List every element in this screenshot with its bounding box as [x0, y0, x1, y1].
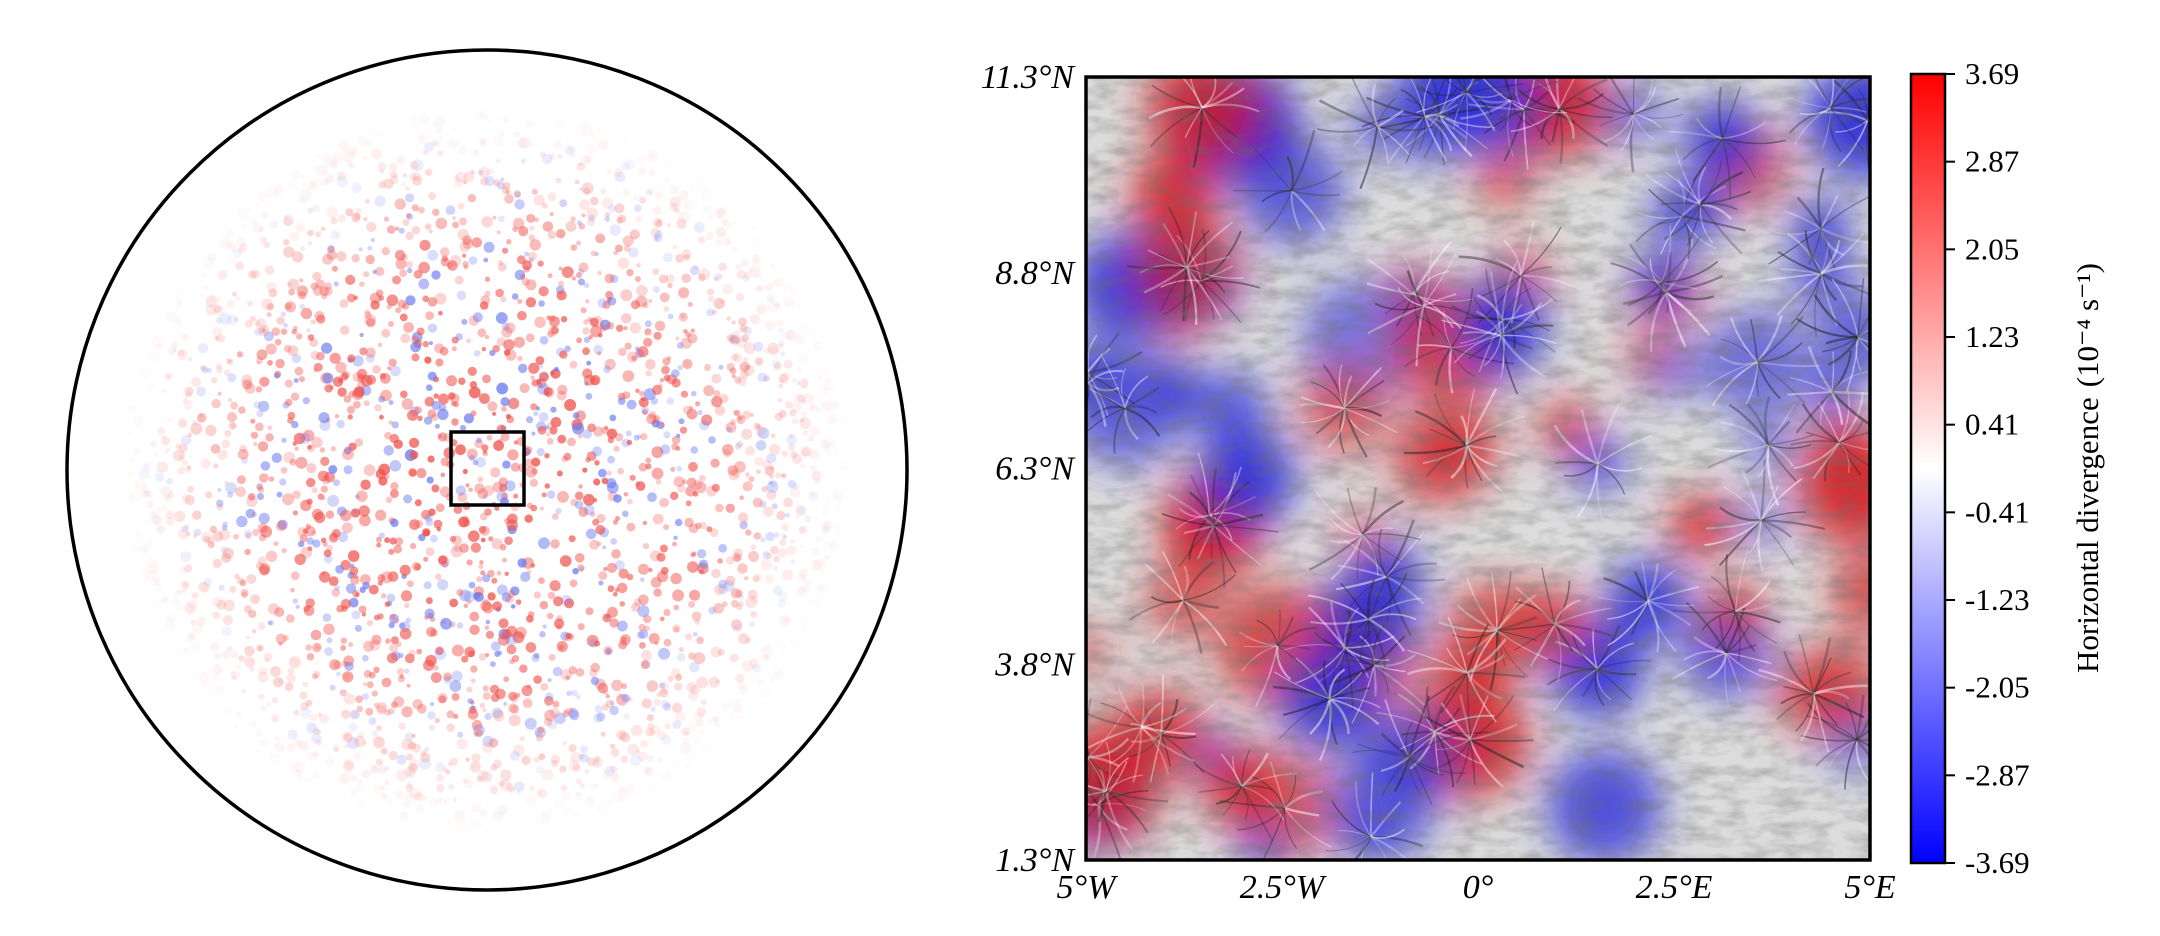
- colorbar: 3.69 2.87 2.05 1.23 0.41 -0.41 -1.23 -2.05 -2.87…: [1909, 56, 2105, 880]
- colorbar-ticks: 3.69 2.87 2.05 1.23 0.41 -0.41 -1.23 -2.05 -2.87…: [1945, 56, 2030, 880]
- latitude-tick-label: 11.3°N: [981, 59, 1077, 96]
- streamline: [1086, 371, 1088, 374]
- longitude-tick-label: 5°W: [1057, 869, 1119, 906]
- streamline: [1086, 756, 1089, 762]
- longitude-tick-label: 5°E: [1844, 869, 1896, 906]
- streamline: [1086, 371, 1088, 375]
- longitude-tick-label: 2.5°E: [1636, 869, 1713, 906]
- colorbar-tick-label: -2.87: [1965, 757, 2030, 792]
- colorbar-tick-label: 0.41: [1965, 407, 2019, 442]
- longitude-tick-label: 2.5°W: [1240, 869, 1327, 906]
- colorbar-tick-label: -3.69: [1965, 845, 2030, 880]
- colorbar-tick-label: -2.05: [1965, 670, 2030, 705]
- zoom-region-box: [449, 430, 526, 507]
- longitude-axis: 5°W 2.5°W 0° 2.5°E 5°E: [1057, 869, 1896, 906]
- streamline: [1086, 382, 1089, 384]
- latitude-axis: 11.3°N 8.8°N 6.3°N 3.8°N 1.3°N: [981, 59, 1077, 879]
- latitude-tick-label: 6.3°N: [995, 451, 1076, 488]
- colorbar-title: Horizontal divergence(10⁻⁴ s⁻¹): [2070, 263, 2105, 673]
- latitude-tick-label: 3.8°N: [994, 646, 1076, 683]
- colorbar-tick-label: 2.87: [1965, 144, 2019, 179]
- streamline: [1086, 756, 1090, 765]
- colorbar-gradient: [1909, 72, 1947, 865]
- streamline: [1867, 119, 1870, 122]
- colorbar-tick-label: 3.69: [1965, 56, 2019, 91]
- colorbar-tick-label: 1.23: [1965, 319, 2019, 354]
- colorbar-tick-label: -1.23: [1965, 582, 2030, 617]
- full-disk-panel: [65, 48, 909, 892]
- colorbar-tick-label: 2.05: [1965, 231, 2019, 266]
- longitude-tick-label: 0°: [1463, 869, 1494, 906]
- colorbar-tick-label: -0.41: [1965, 494, 2030, 529]
- latitude-tick-label: 8.8°N: [995, 255, 1076, 292]
- streamline: [1086, 371, 1088, 375]
- latitude-tick-label: 1.3°N: [995, 842, 1076, 879]
- disk-limb: [65, 48, 909, 892]
- streamline: [1086, 755, 1089, 759]
- streamline: [1086, 382, 1089, 385]
- map-frame: [1084, 75, 1872, 862]
- zoom-map-panel: 11.3°N 8.8°N 6.3°N 3.8°N 1.3°N 5°W 2.5°W 0° 2.5…: [981, 59, 1896, 906]
- streamline: [1086, 753, 1089, 758]
